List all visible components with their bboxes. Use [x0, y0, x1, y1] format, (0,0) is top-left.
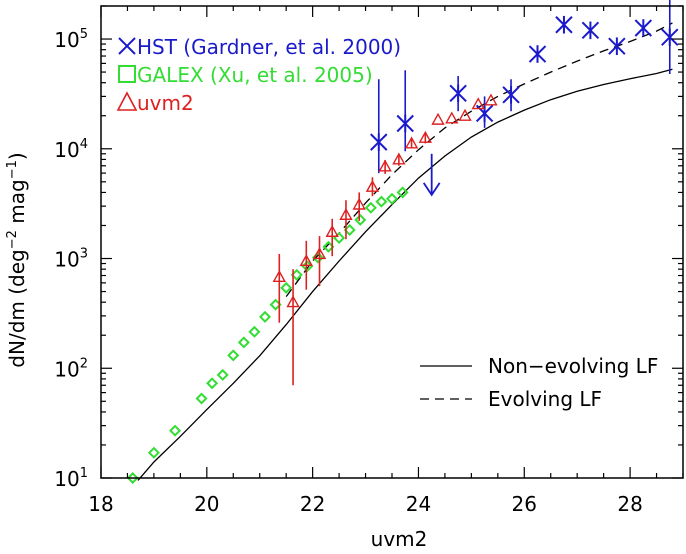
galex-point — [227, 349, 240, 362]
legend-label: uvm2 — [137, 91, 194, 115]
x-tick-label: 18 — [88, 492, 113, 516]
y-tick-base: 10 — [54, 357, 79, 381]
galex-point — [147, 446, 160, 459]
galex-point — [195, 392, 208, 405]
y-tick-label: 101 — [54, 466, 88, 491]
uvm2-series — [272, 93, 498, 386]
legend-uvm2-marker — [116, 91, 138, 111]
uvm2-point — [339, 207, 353, 220]
series-layer — [126, 0, 679, 485]
x-tick-label: 26 — [512, 492, 537, 516]
hst-point — [396, 114, 414, 133]
uvm2-point — [325, 224, 339, 237]
y-tick-label: 105 — [54, 27, 88, 52]
uvm2-point — [445, 111, 459, 124]
galex-point — [206, 377, 219, 390]
uvm2-point — [458, 108, 472, 121]
x-tick-label: 22 — [300, 492, 325, 516]
y-tick-exponent: 2 — [80, 356, 88, 371]
uvm2-point — [272, 269, 286, 282]
uvm2-point — [392, 152, 406, 165]
y-tick-label: 104 — [54, 137, 88, 162]
hst-point — [661, 28, 679, 46]
y-axis-label-exp2: −1 — [5, 160, 20, 179]
legend: HST (Gardner, et al. 2000) GALEX (Xu, et … — [116, 35, 658, 411]
hst-point — [555, 15, 573, 34]
axes-layer — [100, 5, 684, 479]
y-tick-label: 102 — [54, 356, 88, 381]
uvm2-point — [404, 136, 419, 149]
uvm2-point — [286, 295, 300, 308]
galex-point — [237, 336, 250, 349]
y-tick-base: 10 — [54, 138, 79, 162]
x-tick-label: 20 — [194, 492, 219, 516]
y-tick-base: 10 — [54, 28, 79, 52]
hst-point — [502, 86, 520, 104]
legend-hst-marker — [118, 37, 136, 55]
uvm2-point — [299, 254, 313, 267]
galex-point — [396, 186, 409, 199]
galex-point — [259, 310, 272, 323]
y-tick-label: 103 — [54, 247, 88, 272]
uvm2-point — [312, 247, 327, 260]
hst-point — [608, 37, 626, 56]
hst-point — [634, 19, 653, 37]
hst-point — [475, 104, 494, 123]
y-tick-exponent: 4 — [80, 137, 88, 152]
x-axis-label: uvm2 — [371, 527, 428, 550]
y-axis-label-exp1: −2 — [5, 230, 20, 249]
hst-series — [370, 0, 679, 197]
galex-series — [126, 186, 409, 485]
legend-galex-marker — [118, 65, 136, 83]
galex-point — [354, 213, 367, 226]
legend-label: Evolving LF — [488, 387, 602, 411]
galex-point — [364, 201, 377, 214]
legend-label: GALEX (Xu, et al. 2005) — [137, 63, 373, 87]
upper-limit-arrow-head — [422, 182, 441, 197]
uvm2-point — [418, 130, 433, 143]
galex-point — [333, 231, 346, 244]
y-axis-label-close: ) — [5, 152, 29, 160]
y-axis-label: dN/dm (deg−2 mag−1) — [5, 152, 29, 367]
x-tick-label: 24 — [406, 492, 431, 516]
uvm2-point — [352, 197, 366, 210]
galex-point — [169, 424, 182, 437]
galex-point — [126, 471, 139, 485]
y-axis-label-main: dN/dm (deg — [5, 249, 29, 367]
hst-point — [370, 133, 388, 151]
hst-point — [449, 84, 467, 103]
y-tick-base: 10 — [54, 248, 79, 272]
y-axis-label-unit: mag — [5, 179, 29, 230]
uvm2-point — [378, 159, 392, 172]
galex-point — [280, 281, 293, 294]
y-tick-exponent: 5 — [80, 27, 88, 42]
galex-point — [216, 368, 229, 381]
y-tick-exponent: 1 — [80, 466, 88, 481]
y-tick-exponent: 3 — [80, 247, 88, 262]
galex-point — [375, 195, 388, 208]
uvm2-point — [365, 179, 380, 192]
uvm2-point — [431, 112, 445, 125]
y-tick-base: 10 — [54, 467, 79, 491]
hst-point — [528, 45, 547, 63]
x-tick-label: 28 — [617, 492, 642, 516]
uvm2-point — [484, 93, 498, 106]
galex-point — [385, 192, 399, 205]
galex-point — [248, 325, 261, 338]
hst-point — [581, 21, 600, 40]
legend-label: HST (Gardner, et al. 2000) — [137, 35, 401, 59]
uvm2-point — [471, 97, 485, 110]
legend-label: Non−evolving LF — [488, 354, 658, 378]
